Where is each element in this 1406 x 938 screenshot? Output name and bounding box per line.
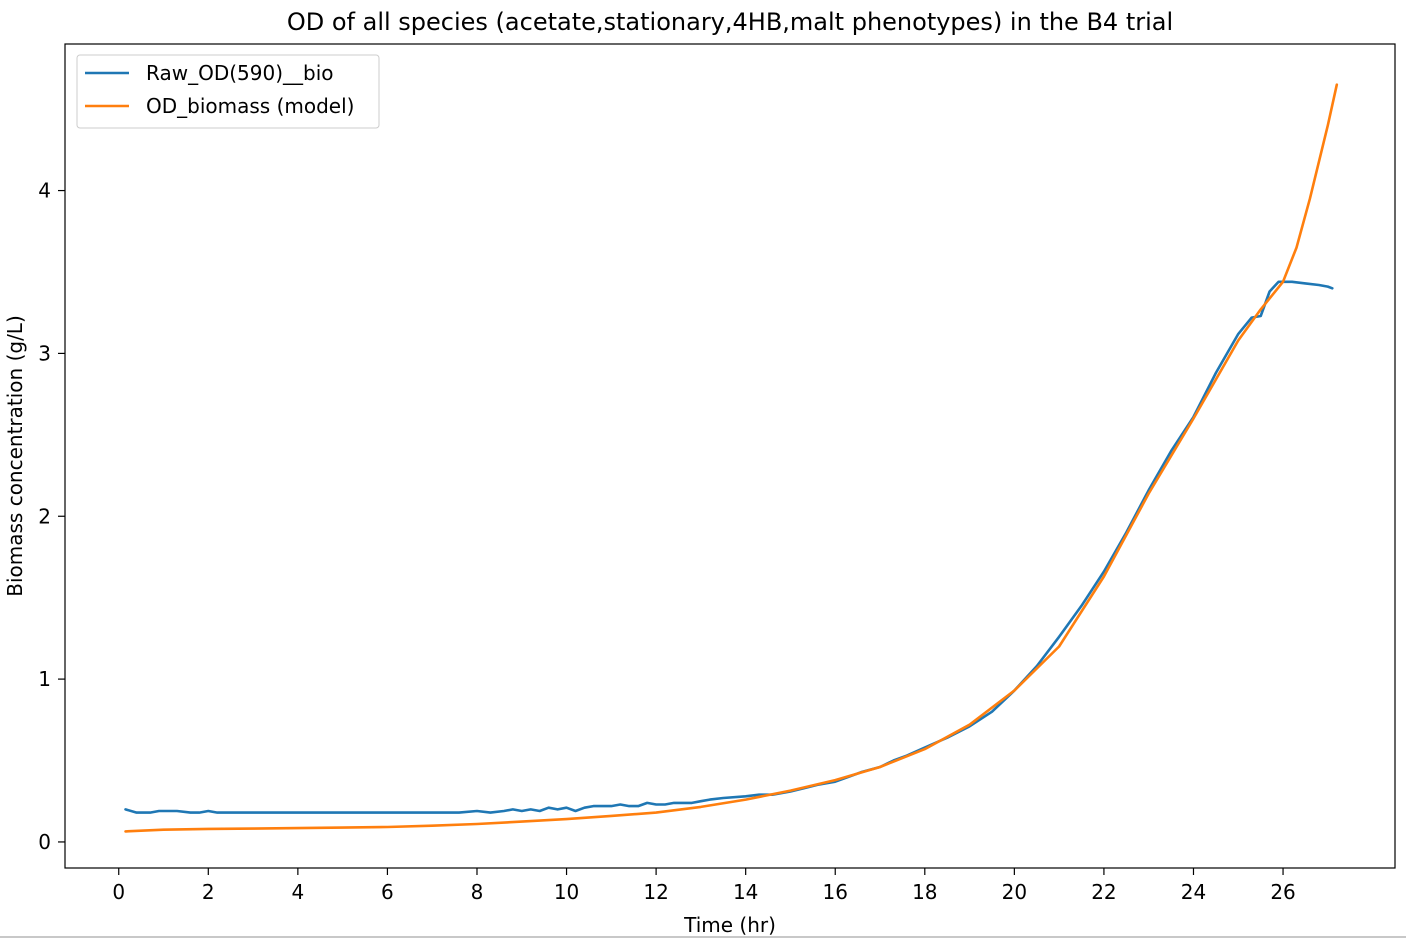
legend-label-od-biomass: OD_biomass (model): [146, 94, 354, 118]
bottom-divider: [0, 936, 1406, 938]
x-tick-label: 2: [202, 880, 215, 904]
y-tick-label: 1: [38, 667, 51, 691]
legend-label-raw-od: Raw_OD(590)__bio: [146, 61, 333, 85]
x-tick-label: 16: [823, 880, 848, 904]
x-tick-label: 0: [112, 880, 125, 904]
series-layer: [124, 83, 1339, 833]
series-line-raw-od: [124, 280, 1334, 814]
x-tick-label: 8: [471, 880, 484, 904]
x-axis-label: Time (hr): [683, 913, 776, 937]
x-tick-label: 22: [1091, 880, 1116, 904]
y-tick-label: 2: [38, 504, 51, 528]
y-tick-label: 4: [38, 179, 51, 203]
y-axis: 0 1 2 3 4: [38, 179, 65, 854]
x-tick-label: 12: [643, 880, 668, 904]
series-line-od-biomass: [124, 83, 1339, 833]
x-tick-label: 4: [291, 880, 304, 904]
legend-box: [76, 54, 380, 129]
x-tick-label: 26: [1270, 880, 1295, 904]
y-tick-label: 0: [38, 830, 51, 854]
x-tick-label: 6: [381, 880, 394, 904]
x-tick-label: 18: [912, 880, 937, 904]
x-tick-label: 24: [1181, 880, 1206, 904]
x-tick-label: 20: [1002, 880, 1027, 904]
x-tick-label: 14: [733, 880, 758, 904]
chart-title: OD of all species (acetate,stationary,4H…: [287, 8, 1173, 36]
legend: Raw_OD(590)__bio OD_biomass (model): [76, 54, 380, 129]
y-tick-label: 3: [38, 341, 51, 365]
x-tick-label: 10: [554, 880, 579, 904]
plot-frame: [64, 43, 1396, 869]
y-axis-label: Biomass concentration (g/L): [3, 315, 27, 597]
x-axis: 0 2 4 6 8 10 12 14 16 18 20 22 24 26: [112, 868, 1296, 904]
